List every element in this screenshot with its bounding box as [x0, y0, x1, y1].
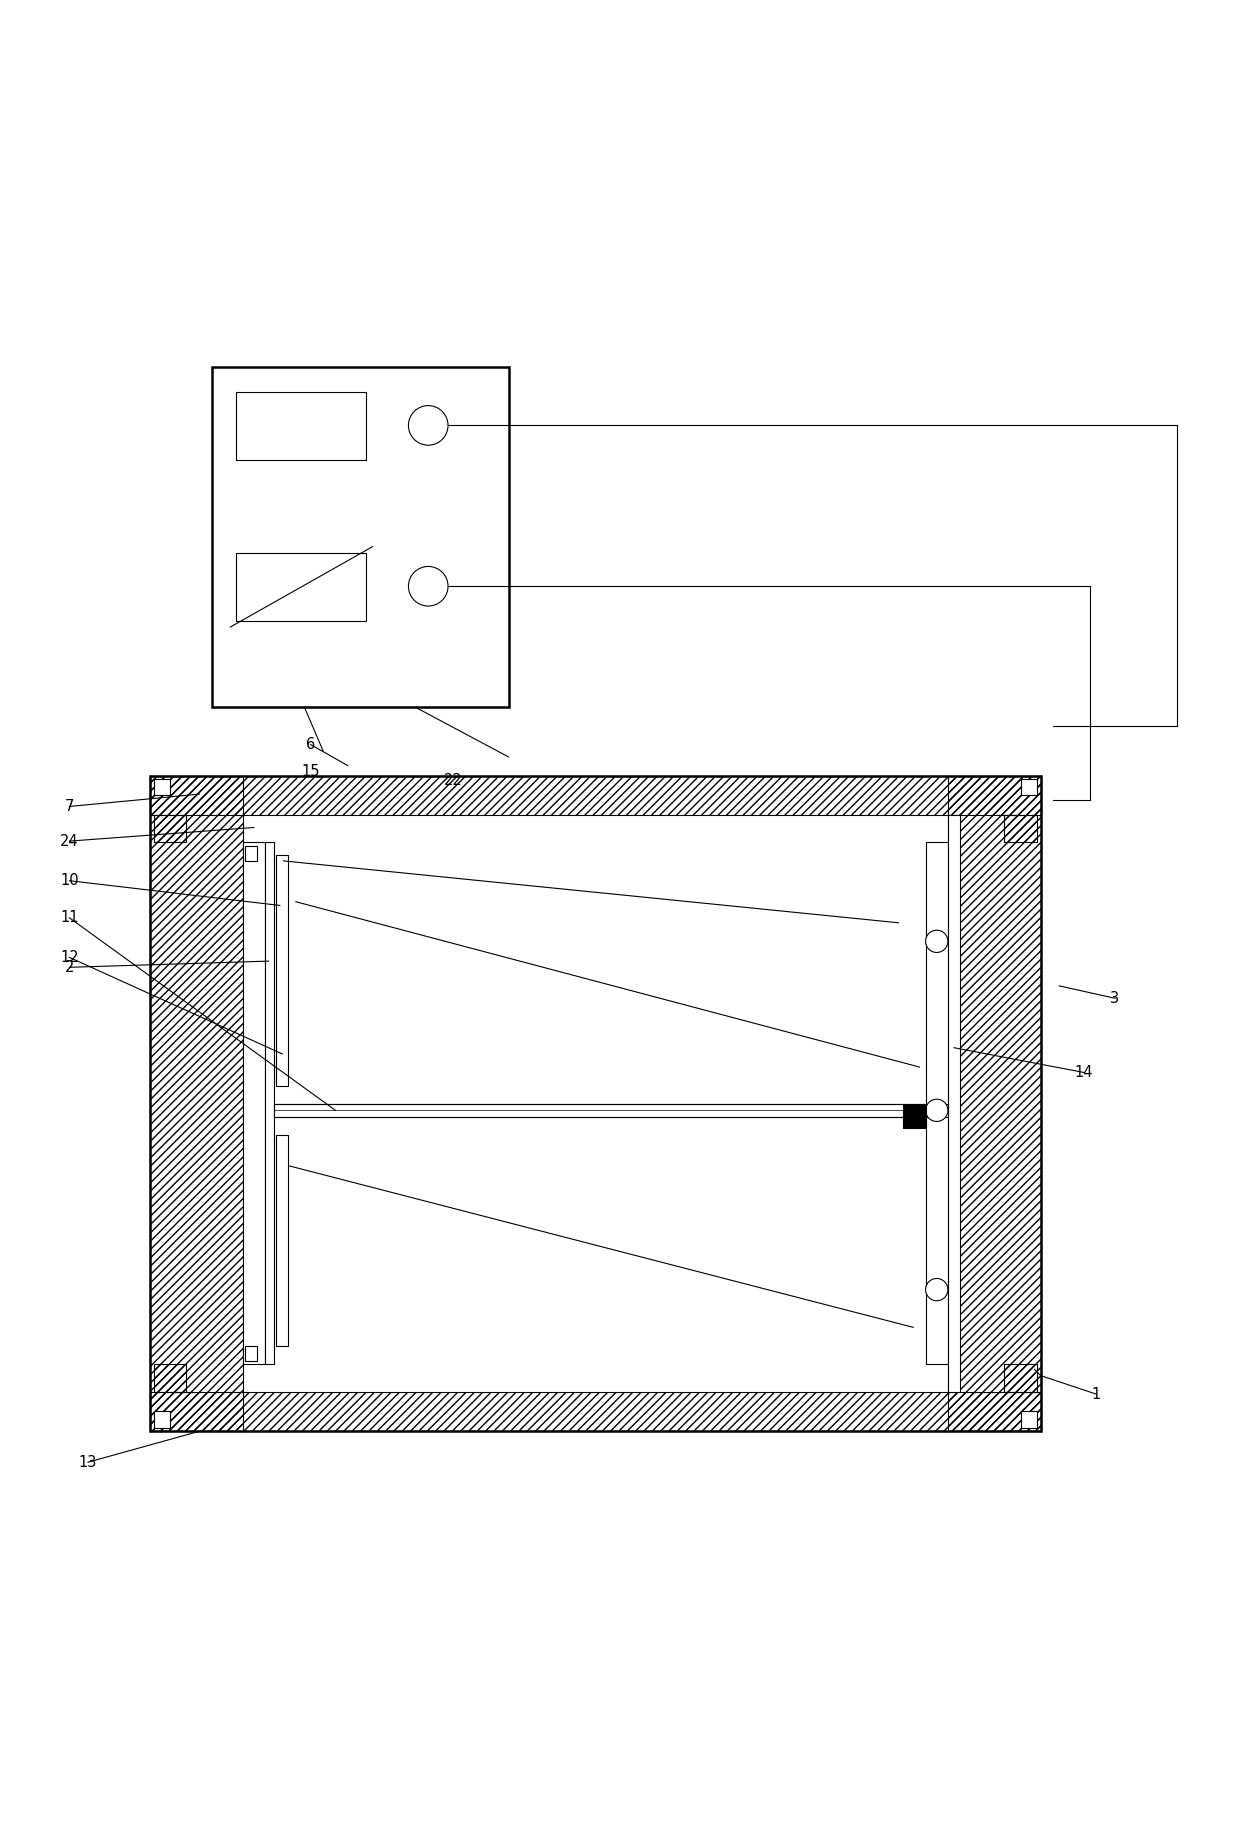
Bar [1021, 780, 1037, 795]
Bar [246, 1345, 258, 1360]
Bar [925, 843, 947, 1364]
Text: 3: 3 [1110, 991, 1120, 1005]
Bar [150, 1392, 1040, 1430]
Bar [212, 368, 508, 708]
Bar [246, 846, 258, 861]
Bar [274, 1103, 947, 1116]
Text: 22: 22 [444, 772, 463, 787]
Circle shape [925, 930, 947, 952]
Text: 6: 6 [306, 737, 315, 752]
Bar [1004, 1364, 1037, 1392]
Text: 11: 11 [61, 911, 78, 926]
Bar [277, 1135, 289, 1345]
Text: 15: 15 [301, 765, 320, 780]
Bar [150, 776, 1040, 1430]
Text: 12: 12 [60, 950, 79, 965]
Text: 24: 24 [60, 833, 79, 848]
Text: 10: 10 [60, 874, 79, 889]
Bar [1021, 1412, 1037, 1427]
Bar [903, 1105, 925, 1127]
Bar [154, 780, 170, 795]
Circle shape [925, 1279, 947, 1301]
Bar [1004, 815, 1037, 843]
Circle shape [925, 1100, 947, 1122]
Bar [237, 553, 366, 621]
Circle shape [408, 567, 448, 606]
Circle shape [408, 405, 448, 445]
Bar [150, 776, 1040, 815]
Bar [237, 392, 366, 460]
Text: 7: 7 [64, 798, 74, 813]
Text: 1: 1 [1091, 1386, 1101, 1401]
Bar [154, 1412, 170, 1427]
Bar [947, 815, 960, 1392]
Bar [243, 843, 265, 1364]
Text: 14: 14 [1075, 1064, 1094, 1079]
Bar [154, 815, 186, 843]
Bar [154, 1364, 186, 1392]
Bar [277, 856, 289, 1085]
Text: 13: 13 [79, 1454, 97, 1469]
Bar [265, 843, 274, 1364]
Text: 2: 2 [64, 959, 74, 974]
Bar [150, 776, 243, 1430]
Bar [947, 776, 1040, 1430]
